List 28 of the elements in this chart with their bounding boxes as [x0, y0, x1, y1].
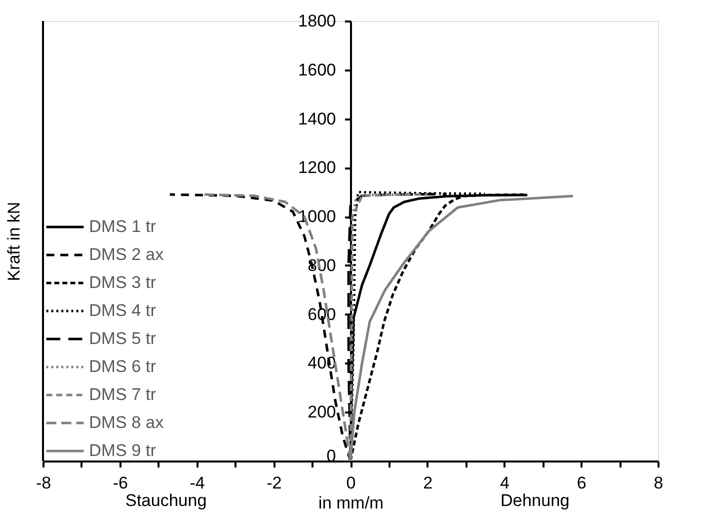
x-tick-label: 2	[423, 474, 433, 492]
legend-label: DMS 5 tr	[89, 329, 156, 348]
x-tick-label: 6	[576, 474, 586, 492]
legend-label: DMS 2 ax	[89, 245, 164, 264]
x-tick-label: 4	[500, 474, 510, 492]
legend-label: DMS 9 tr	[89, 441, 156, 460]
x-tick-label: -6	[112, 474, 128, 492]
y-tick-label: 1000	[298, 207, 336, 226]
text: Stauchung	[125, 491, 207, 510]
text: Dehnung	[500, 491, 570, 510]
legend-label: DMS 4 tr	[89, 301, 156, 320]
legend-label: DMS 6 tr	[89, 357, 156, 376]
x-tick-label: -8	[36, 474, 52, 492]
legend-label: DMS 3 tr	[89, 273, 156, 292]
x-tick-label: 0	[346, 474, 356, 492]
y-tick-label: 1600	[298, 60, 336, 80]
legend-label: DMS 1 tr	[89, 217, 156, 236]
x-tick-label: -4	[190, 474, 205, 492]
y-tick-label: 1400	[298, 109, 336, 128]
x-tick-label: -2	[266, 474, 282, 492]
y-tick-label: 1800	[298, 12, 336, 30]
y-tick-label: 200	[308, 402, 336, 422]
x-axis-title: in mm/m	[318, 494, 384, 512]
x-tick-label: 8	[654, 474, 664, 492]
legend-label: DMS 7 tr	[89, 385, 156, 404]
y-tick-label: 1200	[298, 158, 336, 178]
y-axis-title: Kraft in kN	[4, 202, 24, 282]
legend-label: DMS 8 ax	[89, 413, 164, 432]
